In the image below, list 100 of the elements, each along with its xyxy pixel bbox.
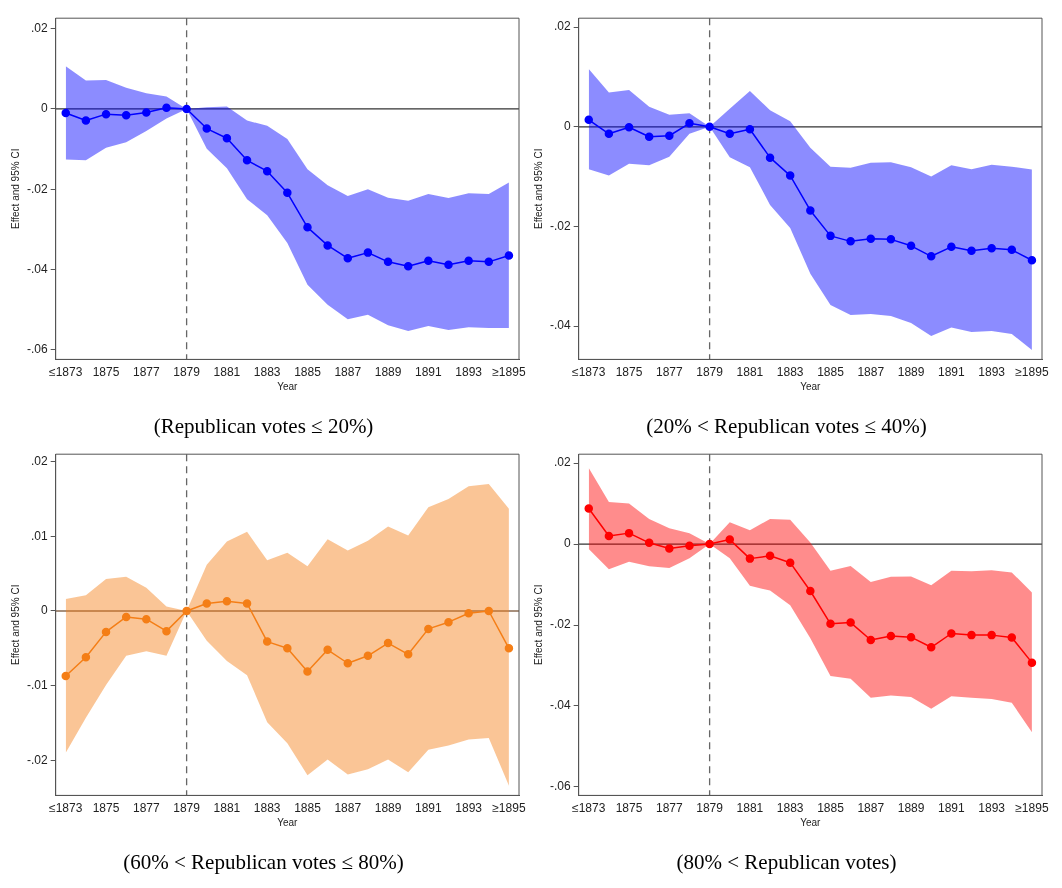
point xyxy=(363,248,373,257)
point xyxy=(222,597,232,606)
x-axis-title: Year xyxy=(800,380,822,392)
point xyxy=(745,125,755,134)
text: (20% < Republican votes ≤ 40%) xyxy=(646,413,927,438)
point xyxy=(202,124,212,133)
point xyxy=(303,223,312,232)
point xyxy=(826,619,835,629)
point xyxy=(162,626,171,636)
x-tick-label: 1875 xyxy=(92,364,120,379)
text: (60% < Republican votes ≤ 80%) xyxy=(123,849,404,874)
point xyxy=(101,627,111,637)
point xyxy=(644,538,654,548)
x-axis-title: Year xyxy=(800,816,822,828)
point xyxy=(745,554,755,563)
point xyxy=(725,129,735,139)
point xyxy=(987,630,996,640)
point xyxy=(182,104,191,114)
point xyxy=(283,644,292,653)
y-tick-label: -.02 xyxy=(549,218,571,233)
point xyxy=(886,631,896,641)
y-axis-title: Effect and 95% CI xyxy=(9,584,21,666)
point xyxy=(806,586,815,596)
point xyxy=(222,133,232,143)
x-tick-label: 1889 xyxy=(897,800,925,815)
point xyxy=(1007,633,1017,642)
point xyxy=(604,129,614,139)
y-tick-label: 0 xyxy=(40,101,48,116)
point xyxy=(624,123,634,132)
point xyxy=(806,206,815,215)
point xyxy=(1027,658,1037,667)
point xyxy=(685,541,694,550)
x-tick-label: 1883 xyxy=(776,364,804,379)
point xyxy=(81,653,91,662)
x-tick-label: 1877 xyxy=(655,800,683,815)
point xyxy=(242,599,252,608)
x-tick-label: ≤1873 xyxy=(572,364,606,379)
x-tick-label: 1883 xyxy=(253,364,281,379)
point xyxy=(383,257,393,267)
point xyxy=(383,638,393,648)
x-tick-label: ≤1873 xyxy=(49,364,83,379)
y-tick-label: -.02 xyxy=(549,617,571,632)
point xyxy=(504,644,514,653)
y-tick-label: -.04 xyxy=(26,261,48,276)
point xyxy=(403,650,413,659)
x-tick-label: 1889 xyxy=(897,364,925,379)
point xyxy=(987,244,996,253)
point xyxy=(61,671,70,681)
y-tick-label: -.02 xyxy=(26,181,48,196)
point xyxy=(926,252,936,261)
point xyxy=(826,231,835,241)
point xyxy=(81,116,91,125)
x-tick-label: ≤1873 xyxy=(572,800,606,815)
y-tick-label: -.01 xyxy=(26,677,48,692)
x-tick-label: 1877 xyxy=(132,364,160,379)
point xyxy=(182,606,191,616)
x-tick-label: 1891 xyxy=(938,800,966,815)
point xyxy=(886,235,896,244)
y-tick-label: .02 xyxy=(30,20,48,35)
x-tick-label: ≥1895 xyxy=(1015,364,1049,379)
point xyxy=(604,531,614,541)
point xyxy=(624,528,634,538)
x-tick-label: 1881 xyxy=(736,800,764,815)
y-axis-title: Effect and 95% CI xyxy=(9,148,21,230)
x-axis-title: Year xyxy=(277,380,299,392)
point xyxy=(947,242,956,252)
x-tick-label: 1881 xyxy=(213,364,241,379)
point xyxy=(584,504,593,513)
text: (Republican votes ≤ 20%) xyxy=(153,413,374,438)
x-tick-label: ≥1895 xyxy=(492,364,526,379)
point xyxy=(323,645,332,655)
point xyxy=(705,122,714,132)
point xyxy=(504,251,514,260)
y-tick-label: -.06 xyxy=(26,342,48,357)
x-tick-label: 1879 xyxy=(696,364,724,379)
point xyxy=(765,153,775,162)
x-tick-label: 1887 xyxy=(857,364,885,379)
x-tick-label: 1879 xyxy=(173,364,201,379)
x-axis-title: Year xyxy=(277,816,299,828)
y-tick-label: 0 xyxy=(563,536,571,551)
x-tick-label: 1879 xyxy=(173,800,201,815)
x-tick-label: 1887 xyxy=(334,364,362,379)
text: (80% < Republican votes) xyxy=(676,849,897,874)
y-axis-title: Effect and 95% CI xyxy=(532,148,544,230)
point xyxy=(685,119,694,128)
x-tick-label: ≥1895 xyxy=(1015,800,1049,815)
point xyxy=(584,115,593,125)
point xyxy=(947,629,956,638)
point xyxy=(363,651,373,661)
x-tick-label: 1893 xyxy=(455,800,483,815)
point xyxy=(484,257,494,267)
x-tick-label: 1887 xyxy=(334,800,362,815)
point xyxy=(142,108,151,117)
point xyxy=(343,253,353,263)
y-tick-label: .02 xyxy=(30,453,48,468)
point xyxy=(121,612,131,622)
point xyxy=(464,256,473,265)
x-tick-label: 1891 xyxy=(415,364,443,379)
x-tick-label: 1881 xyxy=(213,800,241,815)
y-tick-label: -.04 xyxy=(549,698,571,713)
